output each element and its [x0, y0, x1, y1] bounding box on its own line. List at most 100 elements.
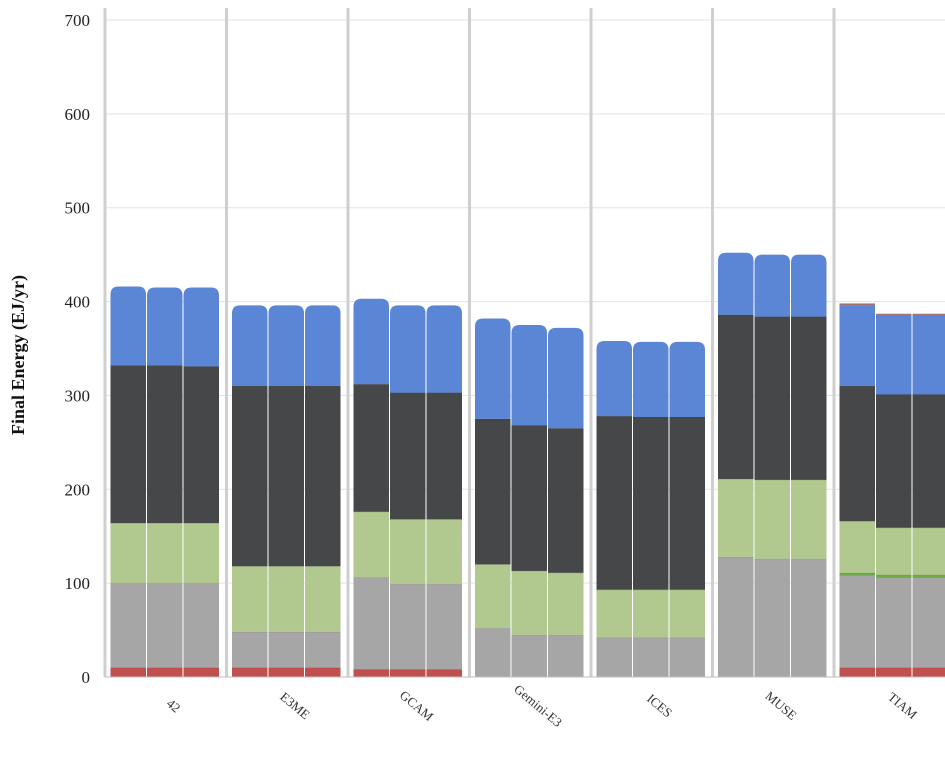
- x-tick-label: TIAM: [885, 689, 920, 722]
- bar-segment: [268, 386, 304, 567]
- bar-segment: [548, 327, 584, 429]
- y-tick-label: 600: [65, 105, 91, 124]
- bar-segment: [390, 584, 426, 670]
- bar-segment: [232, 631, 268, 668]
- bar-segment: [232, 305, 268, 387]
- bar-segment: [839, 575, 875, 668]
- bar-segment: [876, 667, 912, 677]
- bar-segment: [912, 315, 945, 395]
- bar-segment: [268, 305, 304, 387]
- y-tick-label: 400: [65, 293, 91, 312]
- bar-segment: [426, 392, 462, 520]
- bar-segment: [669, 589, 705, 638]
- bar-segment: [183, 287, 219, 367]
- bar-segment: [718, 478, 754, 557]
- bar-segment: [147, 287, 183, 366]
- bar-segment: [839, 386, 875, 522]
- x-tick-label: 42: [164, 696, 184, 716]
- bar-segment: [147, 667, 183, 677]
- bar-segment: [791, 254, 827, 317]
- bar-segment: [268, 566, 304, 632]
- bar-segment: [912, 574, 945, 578]
- bar-segment: [596, 637, 632, 677]
- x-tick-label: GCAM: [397, 687, 437, 724]
- bar-segment: [353, 298, 389, 385]
- bar-segment: [839, 305, 875, 387]
- bar-segment: [633, 341, 669, 418]
- bar-segment: [633, 417, 669, 590]
- bar-segment: [633, 637, 669, 677]
- bar-segment: [147, 583, 183, 668]
- bar-segment: [718, 556, 754, 677]
- bar-segment: [305, 667, 341, 677]
- x-tick-label: ICES: [644, 691, 675, 721]
- bar-segment: [839, 303, 875, 306]
- bar-segment: [511, 634, 547, 677]
- bar-segment: [110, 583, 146, 668]
- bar-segment: [718, 314, 754, 479]
- bar-segment: [268, 631, 304, 668]
- bar-segment: [876, 394, 912, 528]
- bar-segment: [232, 566, 268, 632]
- bar-segment: [596, 416, 632, 590]
- bar-segment: [596, 340, 632, 417]
- y-tick-label: 200: [65, 480, 91, 499]
- bar-segment: [912, 527, 945, 575]
- y-tick-label: 0: [82, 668, 91, 687]
- bar-segment: [353, 384, 389, 512]
- bar-segment: [669, 637, 705, 677]
- bar-segment: [912, 577, 945, 668]
- bar-segment: [147, 523, 183, 584]
- bar-segment: [548, 572, 584, 635]
- bar-segment: [390, 519, 426, 585]
- y-axis-title: Final Energy (EJ/yr): [8, 275, 29, 435]
- category-separators: [103, 8, 836, 677]
- bar-segment: [390, 669, 426, 677]
- bar-segment: [754, 558, 790, 677]
- bars: [110, 252, 945, 677]
- bar-segment: [475, 628, 511, 677]
- bar-segment: [305, 386, 341, 567]
- bar-segment: [669, 341, 705, 418]
- bar-segment: [110, 667, 146, 677]
- bar-segment: [110, 365, 146, 524]
- bar-segment: [876, 315, 912, 395]
- bar-segment: [268, 667, 304, 677]
- bar-segment: [475, 418, 511, 565]
- y-tick-label: 700: [65, 11, 91, 30]
- bar-segment: [305, 566, 341, 632]
- bar-segment: [147, 365, 183, 524]
- bar-segment: [232, 667, 268, 677]
- bar-segment: [426, 584, 462, 670]
- bar-segment: [183, 667, 219, 677]
- y-tick-label: 100: [65, 574, 91, 593]
- bar-segment: [426, 519, 462, 585]
- bar-segment: [754, 479, 790, 559]
- bar-segment: [475, 564, 511, 629]
- bar-segment: [876, 577, 912, 668]
- bar-segment: [110, 523, 146, 584]
- bar-segment: [548, 428, 584, 573]
- bar-segment: [183, 366, 219, 524]
- bar-segment: [183, 523, 219, 584]
- bar-segment: [876, 527, 912, 575]
- bar-segment: [754, 254, 790, 317]
- bar-segment: [390, 305, 426, 393]
- bar-segment: [511, 325, 547, 426]
- bar-segment: [353, 511, 389, 578]
- bar-segment: [475, 318, 511, 419]
- bar-segment: [183, 583, 219, 668]
- y-tick-label: 500: [65, 199, 91, 218]
- bar-segment: [110, 286, 146, 366]
- x-tick-label: MUSE: [762, 688, 799, 723]
- bar-segment: [912, 313, 945, 316]
- x-tick-label: E3ME: [277, 689, 313, 722]
- bar-segment: [839, 667, 875, 677]
- bar-segment: [305, 305, 341, 387]
- bar-segment: [669, 417, 705, 590]
- bar-segment: [791, 316, 827, 480]
- bar-segment: [791, 558, 827, 677]
- bar-segment: [305, 631, 341, 668]
- bar-segment: [633, 589, 669, 638]
